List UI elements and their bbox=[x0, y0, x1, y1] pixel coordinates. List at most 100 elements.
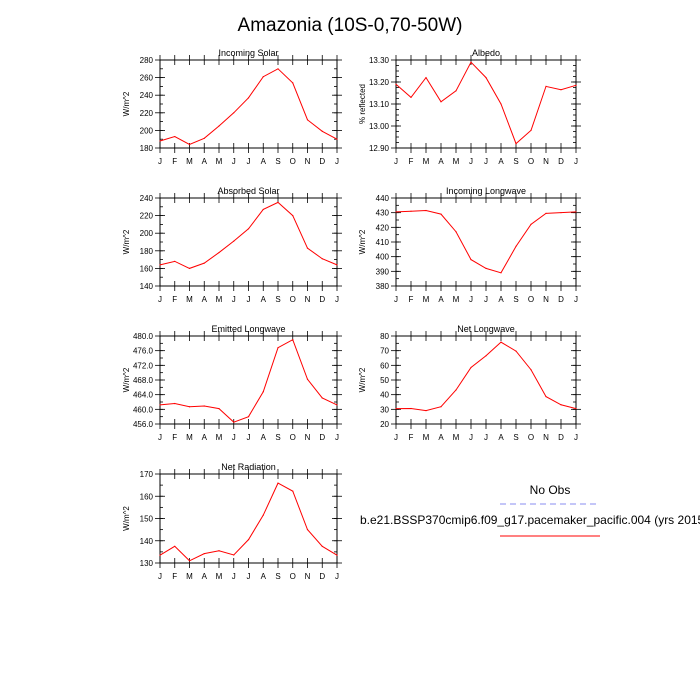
panel-5-data-point bbox=[247, 416, 250, 418]
panel-6-ytick-label: 30 bbox=[380, 405, 389, 414]
panel-1-xtick-label: M bbox=[216, 157, 223, 166]
panel-6-xtick-label: F bbox=[409, 433, 414, 442]
panel-2-xtick-label: J bbox=[394, 157, 398, 166]
panel-6-xtick-label: O bbox=[528, 433, 534, 442]
panel-1-xtick-label: F bbox=[172, 157, 177, 166]
panel-5-data-point bbox=[336, 404, 338, 406]
panel-2: Albedo % reflected 12.90 13.00 13.10 13.20 13.… bbox=[358, 48, 581, 166]
panel-2-xtick-label: J bbox=[484, 157, 488, 166]
panel-4-ylabel: W/m^2 bbox=[358, 229, 367, 254]
panel-3-data-point bbox=[218, 251, 220, 254]
panel-5-xtick-label: A bbox=[202, 433, 208, 442]
panel-3-xtick-label: J bbox=[247, 295, 251, 304]
panel-7-xtick-label: O bbox=[290, 572, 296, 581]
panel-7-series-line bbox=[159, 482, 338, 562]
panel-6-data-point bbox=[455, 389, 457, 391]
panel-7-data-point bbox=[292, 490, 294, 492]
panel-2-series-line bbox=[395, 61, 577, 145]
panel-2-ytick-label: 13.10 bbox=[369, 100, 390, 109]
panel-5-data-point bbox=[262, 391, 264, 393]
panel-5-ytick-label: 468.0 bbox=[133, 376, 154, 385]
panel-4: Incoming Longwave W/m^2 380 390 400 410 420 430… bbox=[358, 186, 581, 304]
panel-2-xtick-label: F bbox=[409, 157, 414, 166]
panel-1-data-point bbox=[247, 97, 250, 99]
panel-5-ytick-label: 456.0 bbox=[133, 420, 154, 429]
figure-title: Amazonia (10S-0,70-50W) bbox=[238, 15, 463, 36]
panel-4-ytick-label: 440 bbox=[376, 194, 390, 203]
panel-1-xtick-label: J bbox=[247, 157, 251, 166]
panel-1-data-point bbox=[233, 112, 235, 114]
panel-6-data-point bbox=[470, 366, 472, 369]
panel-6-xtick-label: D bbox=[558, 433, 564, 442]
panel-5-frame bbox=[159, 335, 338, 425]
panel-7-data-point bbox=[306, 529, 309, 531]
panel-7-xtick-label: M bbox=[216, 572, 223, 581]
panel-2-data-point bbox=[500, 103, 502, 105]
panel-5-xtick-label: O bbox=[290, 433, 296, 442]
panel-3-ytick-label: 160 bbox=[140, 264, 154, 273]
panel-5-xtick-label: M bbox=[216, 433, 223, 442]
panel-2-title: Albedo bbox=[472, 48, 500, 58]
panel-1-ytick-label: 200 bbox=[140, 126, 154, 135]
panel-5-data-point bbox=[218, 408, 220, 410]
panel-1-data-point bbox=[292, 82, 294, 84]
panel-2-data-point bbox=[395, 83, 397, 85]
panel-6-data-point bbox=[410, 407, 412, 410]
panel-3-ytick-label: 200 bbox=[140, 229, 154, 238]
panel-6-data-point bbox=[485, 355, 487, 357]
panel-7-title: Net Radiation bbox=[221, 462, 276, 472]
panel-7-xtick-label: J bbox=[158, 572, 162, 581]
panel-7-xtick-label: A bbox=[202, 572, 208, 581]
panel-4-xtick-label: O bbox=[528, 295, 534, 304]
panel-4-xtick-label: J bbox=[574, 295, 578, 304]
panel-6-data-point bbox=[530, 369, 532, 371]
panel-2-data-point bbox=[455, 90, 457, 92]
panel-3-xtick-label: A bbox=[202, 295, 208, 304]
panel-5-ytick-label: 480.0 bbox=[133, 332, 154, 341]
panel-5-xtick-label: J bbox=[247, 433, 251, 442]
panel-6-data-point bbox=[515, 350, 517, 352]
panel-3-xtick-label: M bbox=[186, 295, 193, 304]
panel-3-data-point bbox=[277, 201, 279, 203]
panel-2-data-point bbox=[410, 96, 412, 98]
panel-4-xtick-label: A bbox=[438, 295, 444, 304]
panel-1-data-point bbox=[321, 130, 323, 132]
panel-4-xtick-label: M bbox=[423, 295, 430, 304]
panel-2-xtick-label: N bbox=[543, 157, 549, 166]
panel-7-ytick-label: 140 bbox=[140, 537, 154, 546]
panel-2-data-point bbox=[470, 61, 472, 63]
panel-4-data-point bbox=[395, 211, 397, 213]
panel-3-ylabel: W/m^2 bbox=[122, 229, 131, 254]
panel-5-ytick-label: 472.0 bbox=[133, 361, 154, 370]
panel-1-xtick-label: S bbox=[275, 157, 280, 166]
panel-6-data-point bbox=[395, 408, 397, 410]
panel-5: Emitted Longwave W/m^2 456.0 460.0 464.0 468.… bbox=[122, 324, 342, 442]
panel-5-data-point bbox=[233, 421, 235, 423]
panel-2-xtick-label: J bbox=[574, 157, 578, 166]
panel-3-xtick-label: S bbox=[275, 295, 280, 304]
panel-7-xtick-label: S bbox=[275, 572, 280, 581]
panel-3-frame bbox=[159, 197, 338, 287]
panel-4-xtick-label: J bbox=[484, 295, 488, 304]
panel-2-ytick-label: 12.90 bbox=[369, 144, 390, 153]
panel-5-ytick-label: 460.0 bbox=[133, 405, 154, 414]
panel-5-data-point bbox=[203, 405, 205, 407]
panel-4-data-point bbox=[470, 259, 472, 261]
panel-2-frame bbox=[395, 59, 577, 149]
panel-7-xtick-label: J bbox=[247, 572, 251, 581]
panel-3-xtick-label: J bbox=[232, 295, 236, 304]
panel-3-ytick-label: 180 bbox=[140, 247, 154, 256]
panel-2-data-point bbox=[515, 143, 517, 145]
panel-4-xtick-label: M bbox=[453, 295, 460, 304]
panel-3-xtick-label: D bbox=[319, 295, 325, 304]
panel-7-data-point bbox=[174, 545, 176, 547]
panel-3-title: Absorbed Solar bbox=[217, 186, 279, 196]
panel-5-data-point bbox=[174, 402, 176, 405]
panel-2-data-point bbox=[485, 77, 487, 79]
panel-3-data-point bbox=[321, 258, 323, 260]
panel-1-xtick-label: D bbox=[319, 157, 325, 166]
panel-6-series-line bbox=[395, 341, 577, 412]
panel-6-xtick-label: J bbox=[484, 433, 488, 442]
panel-6-data-point bbox=[425, 410, 427, 412]
